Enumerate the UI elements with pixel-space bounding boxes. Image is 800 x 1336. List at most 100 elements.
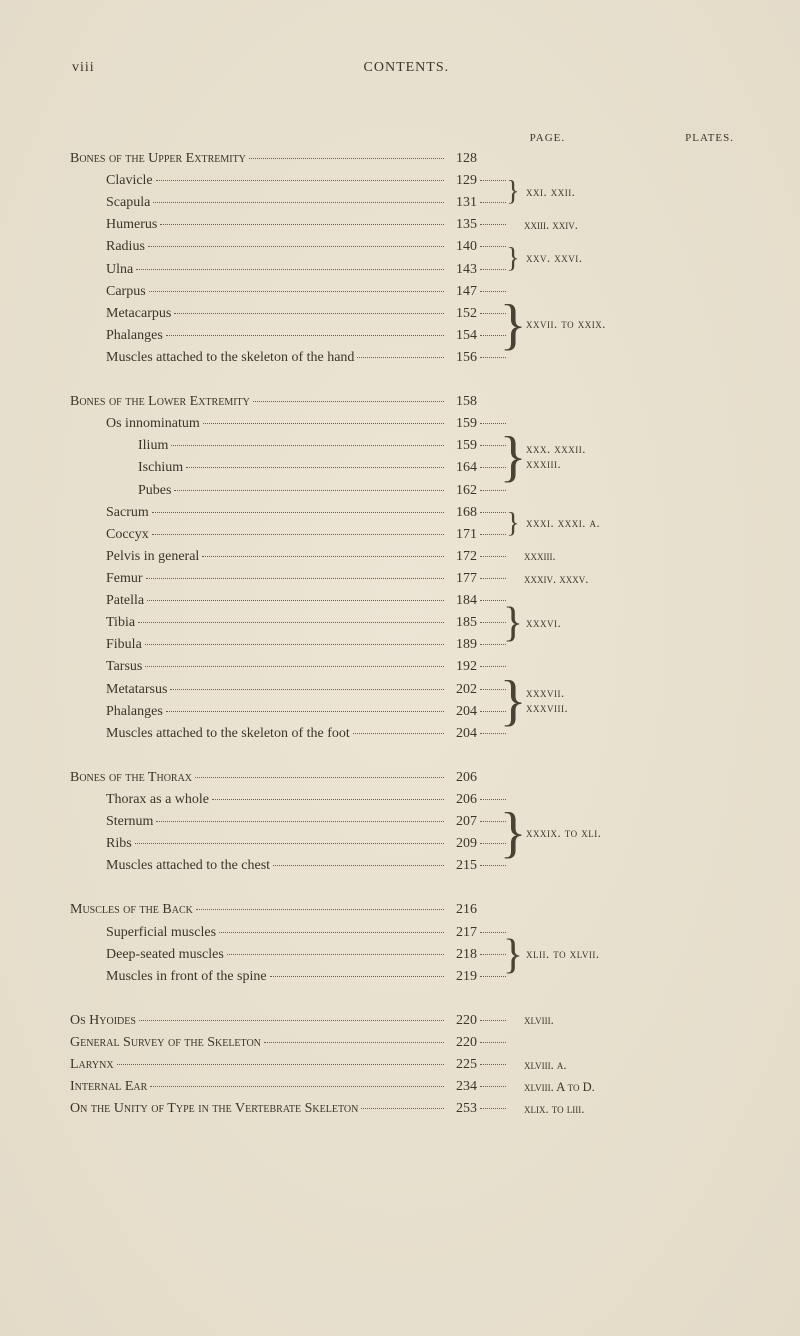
dot-leader	[166, 711, 444, 712]
dot-leader	[174, 313, 444, 314]
entry-title: Ischium	[70, 457, 183, 479]
dot-leader	[480, 666, 506, 667]
toc-line: Phalanges 154	[70, 325, 506, 347]
dot-leader	[480, 865, 506, 866]
page-number: 206	[447, 767, 477, 789]
section-row: Muscles of the Back 216	[70, 899, 746, 921]
dot-leader	[480, 313, 506, 314]
toc-line: Thorax as a whole 206	[70, 789, 506, 811]
page-number: 225	[447, 1054, 477, 1076]
col-page: PAGE.	[530, 132, 565, 144]
toc-line: Metacarpus 152	[70, 303, 506, 325]
entry-title: Deep-seated muscles	[70, 944, 224, 966]
toc-section: Bones of the Upper Extremity 128	[70, 148, 506, 170]
section-title: Bones of the Upper Extremity	[70, 148, 246, 170]
contents-list: Bones of the Upper Extremity 128 Clavicl…	[70, 148, 746, 1120]
brace-icon: }	[506, 590, 520, 656]
entry-title: Os innominatum	[70, 413, 200, 435]
page-number: 129	[447, 170, 477, 192]
entry-title: Muscles attached to the skeleton of the …	[70, 347, 354, 369]
dot-leader	[166, 335, 444, 336]
section-row: Bones of the Upper Extremity 128	[70, 148, 746, 170]
toc-line: Tibia 185	[70, 612, 506, 634]
plate-ref: xxvii. to xxix.	[520, 281, 676, 369]
toc-line: General Survey of the Skeleton 220	[70, 1032, 506, 1054]
brace-icon: }	[506, 789, 520, 877]
toc-line: Pelvis in general 172	[70, 546, 506, 568]
dot-leader	[156, 821, 444, 822]
toc-line: Femur 177	[70, 568, 506, 590]
entry-title: Muscles in front of the spine	[70, 966, 267, 988]
entry-title: Muscles attached to the chest	[70, 855, 270, 877]
dot-leader	[145, 666, 444, 667]
page-number: 219	[447, 966, 477, 988]
dot-leader	[480, 335, 506, 336]
dot-leader	[480, 954, 506, 955]
brace-icon: }	[506, 922, 520, 988]
toc-line: Coccyx 171	[70, 524, 506, 546]
dot-leader	[149, 291, 444, 292]
page-number: 152	[447, 303, 477, 325]
toc-group: Clavicle 129 Scapula 131 } xxi. xxii.	[70, 170, 746, 214]
dot-leader	[480, 821, 506, 822]
entry-title: Thorax as a whole	[70, 789, 209, 811]
plate-ref: xlix. to liii.	[506, 1098, 674, 1120]
entry-title: General Survey of the Skeleton	[70, 1032, 261, 1054]
page-number: 140	[447, 236, 477, 258]
entry-title: Scapula	[70, 192, 150, 214]
entry-title: Tibia	[70, 612, 135, 634]
toc-group: Os innominatum 159 Ilium 159 Ischium 164…	[70, 413, 746, 501]
page-number: 168	[447, 502, 477, 524]
entry-title: Tarsus	[70, 656, 142, 678]
brace-icon: }	[506, 413, 520, 501]
page-number: 202	[447, 679, 477, 701]
dot-leader	[153, 202, 444, 203]
page-number: 177	[447, 568, 477, 590]
entry-title: Internal Ear	[70, 1076, 147, 1098]
plate-ref: xlviii. a.	[506, 1054, 674, 1076]
toc-group: Tarsus 192 Metatarsus 202 Phalanges 204 …	[70, 656, 746, 744]
dot-leader	[196, 909, 444, 910]
dot-leader	[480, 357, 506, 358]
entry-title: Ulna	[70, 259, 133, 281]
plate-ref: xxxiii.	[506, 546, 674, 568]
page-number: 215	[447, 855, 477, 877]
dot-leader	[480, 202, 506, 203]
dot-leader	[253, 401, 444, 402]
page-number: 135	[447, 214, 477, 236]
toc-row: Femur 177 xxxiv. xxxv.	[70, 568, 746, 590]
dot-leader	[273, 865, 444, 866]
dot-leader	[361, 1108, 444, 1109]
page-number: 220	[447, 1010, 477, 1032]
toc-row: Pelvis in general 172 xxxiii.	[70, 546, 746, 568]
dot-leader	[480, 600, 506, 601]
dot-leader	[480, 711, 506, 712]
running-header: viii CONTENTS.	[70, 60, 746, 76]
section-row: Bones of the Thorax 206	[70, 767, 746, 789]
toc-group: Superficial muscles 217 Deep-seated musc…	[70, 922, 746, 988]
toc-section: Bones of the Thorax 206	[70, 767, 506, 789]
brace-icon: }	[506, 236, 520, 280]
dot-leader	[203, 423, 444, 424]
dot-leader	[270, 976, 444, 977]
page-number: 192	[447, 656, 477, 678]
toc-line: Ribs 209	[70, 833, 506, 855]
toc-line: Pubes 162	[70, 480, 506, 502]
dot-leader	[148, 246, 444, 247]
page-number: 216	[447, 899, 477, 921]
dot-leader	[353, 733, 444, 734]
dot-leader	[171, 445, 444, 446]
entry-title: Fibula	[70, 634, 142, 656]
page-number: 184	[447, 590, 477, 612]
page-number: 185	[447, 612, 477, 634]
entry-title: Sternum	[70, 811, 153, 833]
page-root: viii CONTENTS. PAGE. PLATES. Bones of th…	[0, 0, 800, 1336]
dot-leader	[480, 733, 506, 734]
toc-line: Ulna 143	[70, 259, 506, 281]
page-number: 217	[447, 922, 477, 944]
dot-leader	[147, 600, 444, 601]
dot-leader	[480, 467, 506, 468]
toc-line: Deep-seated muscles 218	[70, 944, 506, 966]
entry-title: Os Hyoides	[70, 1010, 136, 1032]
toc-line: Sternum 207	[70, 811, 506, 833]
